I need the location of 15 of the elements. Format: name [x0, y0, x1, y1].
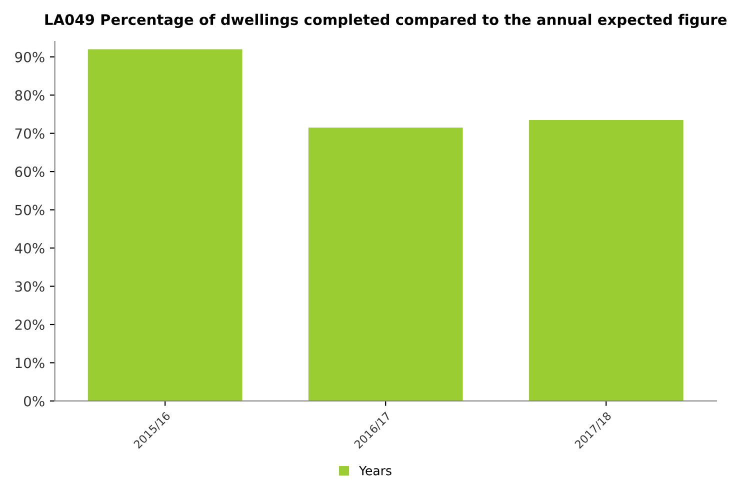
- legend-label: Years: [358, 466, 392, 476]
- chart-title: LA049 Percentage of dwellings completed compared to the annual expected figure: [45, 14, 727, 28]
- y-tick-label: 30%: [15, 281, 44, 292]
- bar: [88, 49, 242, 401]
- y-tick-label: 10%: [16, 358, 44, 368]
- y-tick-label: 20%: [15, 319, 44, 330]
- bar: [528, 120, 684, 401]
- y-tick-label: 80%: [15, 90, 44, 101]
- bar: [308, 128, 463, 401]
- y-tick-label: 50%: [15, 204, 44, 216]
- y-tick-label: 60%: [15, 166, 44, 178]
- y-tick-label: 90%: [15, 52, 44, 62]
- y-tick-label: 0%: [24, 396, 44, 406]
- y-tick-label: 40%: [14, 243, 44, 254]
- y-tick-label: 70%: [15, 128, 44, 139]
